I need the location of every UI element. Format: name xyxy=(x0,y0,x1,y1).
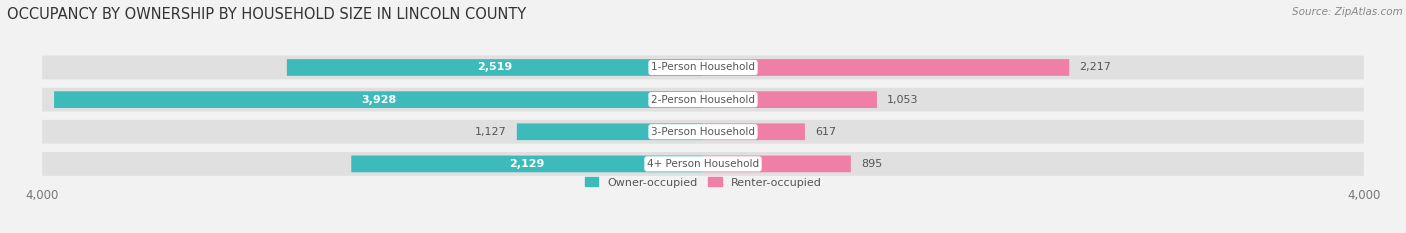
Legend: Owner-occupied, Renter-occupied: Owner-occupied, Renter-occupied xyxy=(581,173,825,192)
Text: 2-Person Household: 2-Person Household xyxy=(651,95,755,105)
Text: 3-Person Household: 3-Person Household xyxy=(651,127,755,137)
FancyBboxPatch shape xyxy=(42,88,1364,112)
Text: 895: 895 xyxy=(860,159,882,169)
FancyBboxPatch shape xyxy=(42,152,1364,176)
Text: 1,127: 1,127 xyxy=(475,127,508,137)
Text: Source: ZipAtlas.com: Source: ZipAtlas.com xyxy=(1292,7,1403,17)
Text: 1-Person Household: 1-Person Household xyxy=(651,62,755,72)
Text: 617: 617 xyxy=(815,127,837,137)
FancyBboxPatch shape xyxy=(703,156,851,172)
FancyBboxPatch shape xyxy=(42,56,1364,79)
Text: 1,053: 1,053 xyxy=(887,95,918,105)
FancyBboxPatch shape xyxy=(53,91,703,108)
Text: 2,519: 2,519 xyxy=(477,62,513,72)
FancyBboxPatch shape xyxy=(703,59,1069,76)
FancyBboxPatch shape xyxy=(352,156,703,172)
Text: 4+ Person Household: 4+ Person Household xyxy=(647,159,759,169)
FancyBboxPatch shape xyxy=(703,91,877,108)
Text: OCCUPANCY BY OWNERSHIP BY HOUSEHOLD SIZE IN LINCOLN COUNTY: OCCUPANCY BY OWNERSHIP BY HOUSEHOLD SIZE… xyxy=(7,7,526,22)
FancyBboxPatch shape xyxy=(517,123,703,140)
FancyBboxPatch shape xyxy=(703,123,804,140)
Text: 2,217: 2,217 xyxy=(1080,62,1111,72)
Text: 2,129: 2,129 xyxy=(509,159,546,169)
Text: 3,928: 3,928 xyxy=(361,95,396,105)
FancyBboxPatch shape xyxy=(287,59,703,76)
FancyBboxPatch shape xyxy=(42,120,1364,144)
